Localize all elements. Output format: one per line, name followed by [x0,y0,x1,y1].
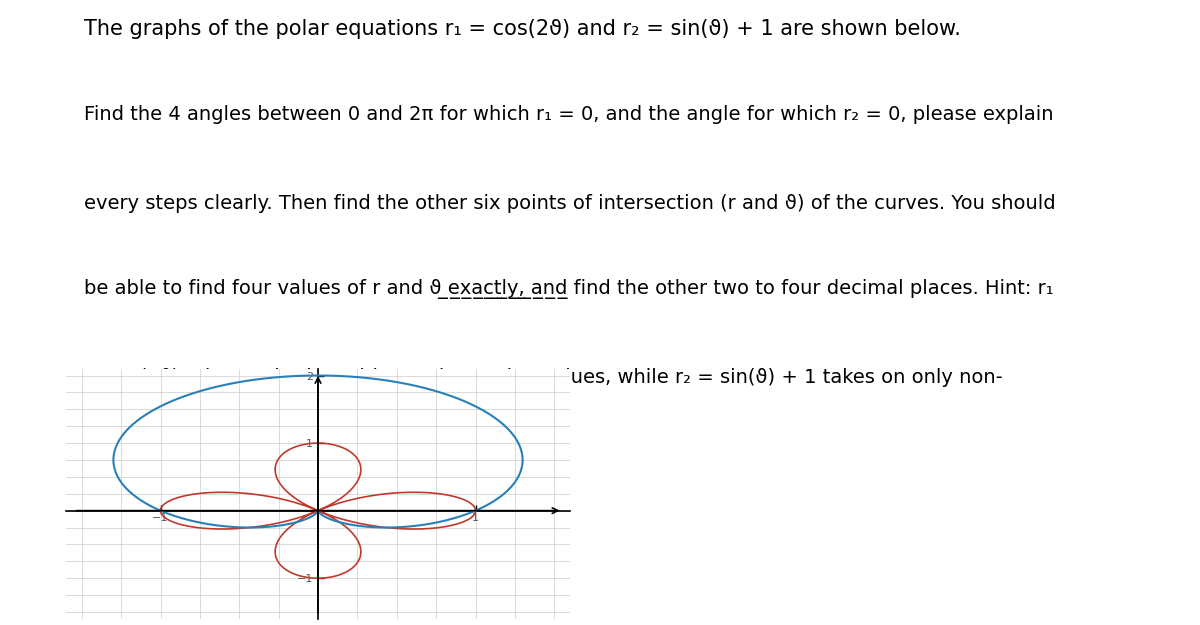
Text: every steps clearly. Then find the other six points of intersection (r and ϑ) of: every steps clearly. Then find the other… [84,194,1056,213]
Text: Find the 4 angles between 0 and 2π for which r₁ = 0, and the angle for which r₂ : Find the 4 angles between 0 and 2π for w… [84,104,1054,124]
Text: negative values.: negative values. [84,458,245,476]
Text: The graphs of the polar equations r₁ = cos(2ϑ) and r₂ = sin(ϑ) + 1 are shown bel: The graphs of the polar equations r₁ = c… [84,19,961,39]
Text: = cos(2ϑ) takes on both positive and negative values, while r₂ = sin(ϑ) + 1 take: = cos(2ϑ) takes on both positive and neg… [84,368,1003,387]
Text: be able to find four values of r and ϑ ̲e̲x̲a̲c̲t̲l̲y̲,̲ ̲a̲n̲d̲ find the other : be able to find four values of r and ϑ ̲… [84,279,1054,299]
